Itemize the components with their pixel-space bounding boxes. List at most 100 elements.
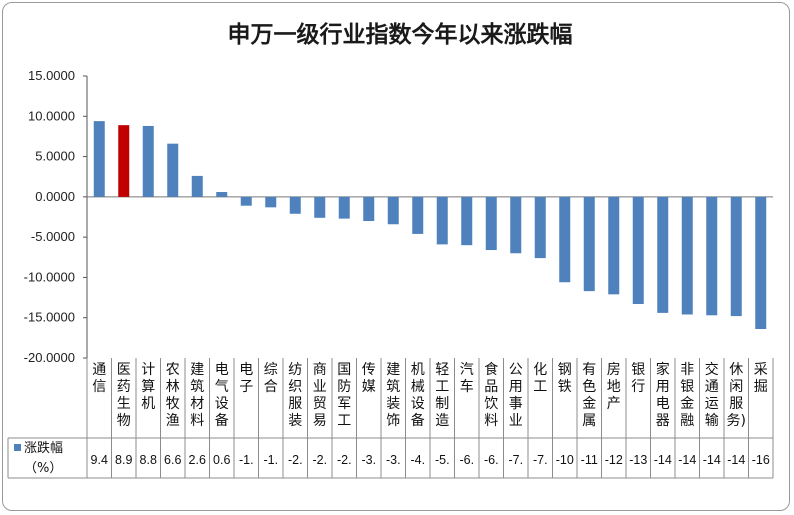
table-value: -10 (556, 453, 574, 467)
data-table: 通信医药生物计算机农林牧渔建筑材料电气设备电子综合纺织服装商业贸易国防军工传媒建… (7, 358, 774, 479)
category-label: 农林牧渔 (166, 362, 180, 429)
category-label: 建筑装饰 (386, 362, 400, 429)
category-label: 化工 (533, 362, 547, 395)
bars (87, 121, 773, 329)
table-value: -7. (508, 453, 523, 467)
category-label: 食品饮料 (484, 361, 498, 429)
bar (216, 192, 228, 197)
y-tick-label: -20.0000 (24, 350, 75, 365)
category-label: 轻工制造 (435, 362, 449, 429)
bar (681, 196, 693, 315)
table-value: -3. (386, 453, 401, 467)
bar (240, 196, 252, 206)
y-tick-label: 5.0000 (35, 149, 75, 164)
table-value: 8.8 (140, 453, 157, 467)
table-value: 6.6 (164, 453, 181, 467)
category-label: 银行 (631, 362, 645, 395)
bar (559, 196, 571, 283)
category-label: 综合 (264, 362, 278, 395)
table-value: -6. (459, 453, 474, 467)
y-tick-label: -15.0000 (24, 310, 75, 325)
category-label: 钢铁 (558, 362, 572, 395)
table-value: -14 (727, 453, 745, 467)
y-axis: 15.0000 10.0000 5.0000 0.0000 -5.0000 -10.000… (24, 68, 88, 365)
legend: 涨跌幅 （%） (14, 440, 63, 476)
bar (730, 196, 742, 317)
bar (265, 196, 277, 208)
y-tick-label: 15.0000 (28, 68, 75, 83)
bar (142, 125, 154, 197)
table-value: -2. (312, 453, 327, 467)
table-value: -2. (288, 453, 303, 467)
table-value: -3. (361, 453, 376, 467)
table-value: -14 (678, 453, 696, 467)
category-label: 家用电器 (656, 361, 670, 429)
bar (314, 196, 326, 218)
legend-swatch (14, 444, 21, 451)
y-tick-label: 0.0000 (35, 189, 75, 204)
table-value: -2. (337, 453, 352, 467)
category-label: 通信 (92, 362, 106, 395)
bar (461, 196, 473, 246)
table-value: -14 (703, 453, 721, 467)
table-value: -11 (581, 453, 598, 467)
category-label: 机械设备 (411, 362, 425, 429)
category-label: 休闲服务) (727, 362, 746, 429)
category-label: 医药生物 (117, 362, 131, 429)
bar (510, 196, 522, 254)
bar (363, 196, 375, 222)
bar (412, 196, 424, 234)
category-label: 房地产 (607, 362, 621, 412)
table-value: -1. (263, 453, 278, 467)
bar (706, 196, 718, 316)
bar (608, 196, 620, 295)
bar (583, 196, 595, 292)
table-value: -14 (654, 453, 672, 467)
table-value: -6. (484, 453, 499, 467)
bar (387, 196, 399, 225)
category-label: 公用事业 (509, 362, 523, 429)
table-value: -16 (752, 453, 770, 467)
bar (436, 196, 448, 245)
chart-title: 申万一级行业指数今年以来涨跌幅 (228, 21, 573, 48)
table-value: 8.9 (115, 453, 132, 467)
bar (632, 196, 644, 305)
bar (93, 121, 105, 197)
table-value: 0.6 (213, 453, 230, 467)
category-label: 纺织服装 (288, 362, 302, 429)
table-value: 9.4 (91, 453, 108, 467)
category-label: 交通运输 (705, 361, 719, 429)
legend-unit: （%） (24, 461, 62, 476)
table-value: 2.6 (189, 453, 206, 467)
bar (657, 196, 669, 313)
bar (338, 196, 350, 219)
table-value: -13 (629, 453, 647, 467)
table-value: -4. (410, 453, 425, 467)
bar (118, 125, 130, 197)
category-label: 有色金属 (582, 362, 596, 429)
bar (167, 143, 179, 197)
category-label: 建筑材料 (190, 362, 204, 429)
table-value: -1. (239, 453, 254, 467)
table-value: -7. (533, 453, 548, 467)
category-label: 计算机 (141, 362, 155, 412)
category-label: 采掘 (754, 362, 768, 395)
bar (485, 196, 497, 251)
legend-label: 涨跌幅 (24, 440, 63, 456)
bar (289, 196, 301, 214)
category-label: 传媒 (362, 362, 376, 395)
category-label: 汽车 (460, 362, 474, 395)
category-label: 电气设备 (215, 362, 229, 429)
category-label: 电子 (239, 362, 253, 395)
category-label: 国防军工 (337, 362, 351, 429)
y-tick-label: -5.0000 (31, 229, 75, 244)
table-value: -5. (435, 453, 450, 467)
table-value: -12 (605, 453, 623, 467)
bar (755, 196, 767, 329)
bar (191, 175, 203, 197)
bar (534, 196, 546, 259)
y-tick-label: 10.0000 (28, 108, 75, 123)
y-tick-label: -10.0000 (24, 269, 75, 284)
category-label: 非银金融 (680, 362, 694, 429)
